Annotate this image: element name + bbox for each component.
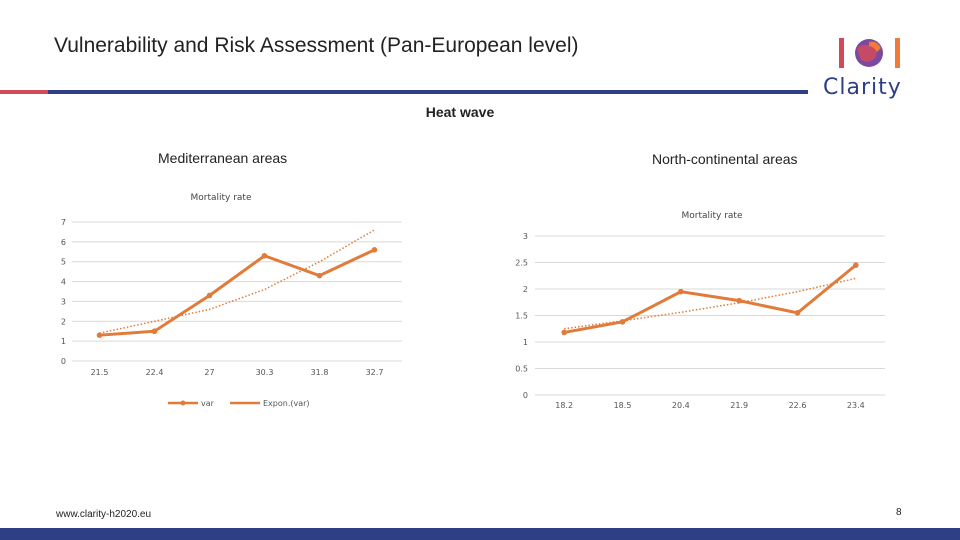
chart-title: Mortality rate bbox=[681, 211, 742, 221]
legend-label-expon: Expon.(var) bbox=[263, 399, 310, 408]
data-point bbox=[678, 288, 684, 295]
header-rule bbox=[48, 90, 808, 94]
trendline-series bbox=[99, 229, 375, 334]
trendline-series bbox=[564, 277, 856, 330]
y-tick-label: 3 bbox=[523, 232, 528, 241]
line-series bbox=[99, 248, 376, 337]
y-tick-label: 2 bbox=[523, 285, 528, 294]
data-point bbox=[151, 328, 158, 335]
y-tick-label: 1 bbox=[523, 338, 528, 347]
x-tick-label: 20.4 bbox=[672, 401, 690, 410]
region-label-north-continental: North-continental areas bbox=[652, 151, 798, 167]
data-point bbox=[853, 262, 859, 268]
x-tick-label: 21.9 bbox=[730, 401, 748, 410]
legend-label-var: var bbox=[201, 399, 215, 408]
data-point bbox=[736, 297, 742, 304]
footer-bar bbox=[0, 528, 960, 540]
data-point bbox=[261, 252, 268, 259]
x-tick-label: 32.7 bbox=[366, 368, 384, 377]
y-tick-label: 2.5 bbox=[515, 259, 528, 268]
accent-bar bbox=[0, 90, 48, 94]
x-tick-label: 18.2 bbox=[555, 401, 573, 410]
y-tick-label: 1 bbox=[61, 337, 66, 346]
clarity-logo: Clarity bbox=[815, 34, 925, 100]
y-tick-label: 2 bbox=[61, 317, 66, 326]
data-point bbox=[316, 272, 323, 279]
y-tick-label: 7 bbox=[61, 218, 66, 227]
section-title: Heat wave bbox=[425, 104, 495, 120]
x-tick-label: 18.5 bbox=[614, 401, 632, 410]
logo-bracket-left-icon bbox=[839, 38, 844, 68]
y-tick-label: 6 bbox=[61, 238, 66, 247]
x-tick-label: 31.8 bbox=[311, 368, 329, 377]
x-tick-label: 23.4 bbox=[847, 401, 865, 410]
x-tick-label: 30.3 bbox=[256, 368, 274, 377]
data-point bbox=[206, 292, 213, 299]
data-point bbox=[794, 310, 801, 316]
y-tick-label: 3 bbox=[61, 297, 66, 306]
data-point bbox=[561, 329, 567, 336]
data-point bbox=[96, 332, 103, 338]
y-tick-label: 0.5 bbox=[515, 365, 528, 374]
y-tick-label: 0 bbox=[61, 357, 66, 366]
data-point bbox=[371, 247, 378, 253]
line-series bbox=[563, 263, 857, 334]
footer-url[interactable]: www.clarity-h2020.eu bbox=[56, 509, 152, 520]
y-tick-label: 0 bbox=[523, 391, 528, 400]
region-label-mediterranean: Mediterranean areas bbox=[158, 150, 288, 166]
y-tick-label: 4 bbox=[61, 278, 66, 287]
legend-marker-var bbox=[180, 400, 186, 406]
x-tick-label: 27 bbox=[204, 368, 214, 377]
x-tick-label: 22.6 bbox=[789, 401, 807, 410]
y-tick-label: 1.5 bbox=[515, 312, 528, 321]
page-title: Vulnerability and Risk Assessment (Pan-E… bbox=[54, 34, 579, 57]
x-tick-label: 21.5 bbox=[91, 368, 109, 377]
chart-title: Mortality rate bbox=[190, 193, 251, 203]
logo-bracket-right-icon bbox=[895, 38, 900, 68]
y-tick-label: 5 bbox=[61, 258, 66, 267]
x-tick-label: 22.4 bbox=[146, 368, 164, 377]
logo-wordmark: Clarity bbox=[823, 75, 902, 100]
chart-north-continental: Mortality rate 0 0.5 1 1.5 2 2.5 3 18.2 18.5 20.4 2… bbox=[500, 204, 900, 424]
page-number: 8 bbox=[896, 507, 902, 518]
chart-mediterranean: Mortality rate 0 1 2 3 4 5 6 7 21.5 22.4 27 30.3 31.8… bbox=[50, 186, 420, 416]
